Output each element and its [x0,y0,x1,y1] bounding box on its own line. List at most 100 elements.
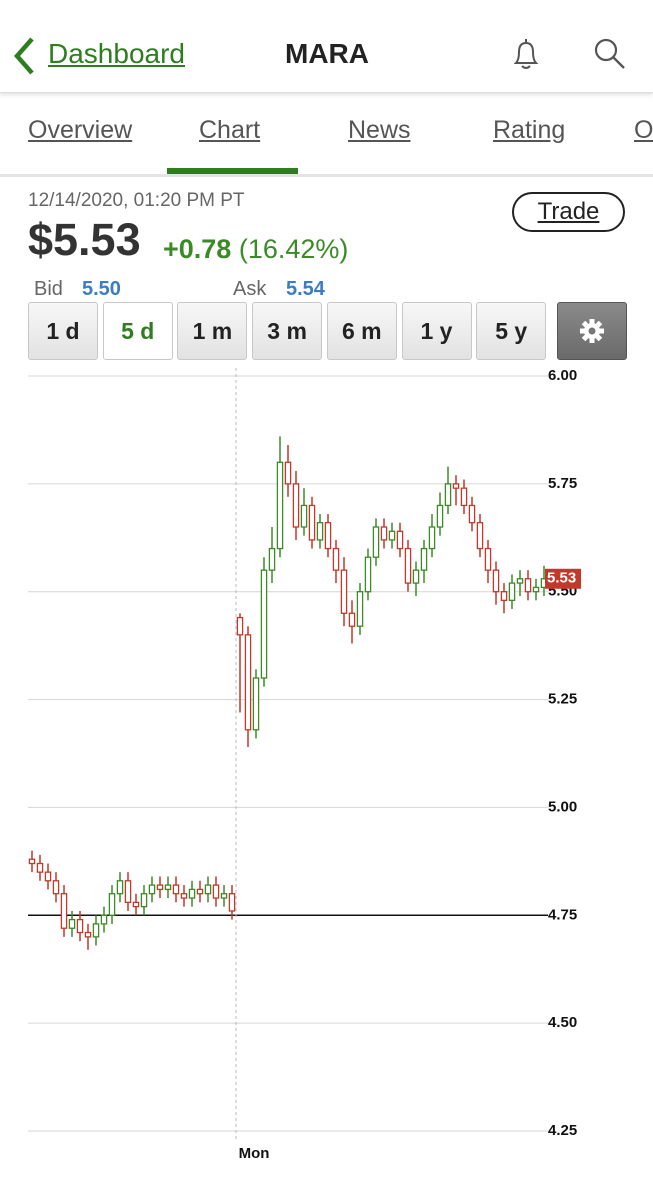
candle-body [188,888,196,899]
candle-body [220,893,228,899]
candle-body [508,582,516,601]
candle-body [492,569,500,593]
candle-body [356,591,364,627]
y-tick-label: 5.75 [548,475,577,492]
candle-body [132,901,140,908]
candle-body [388,530,396,541]
change-percent: (16.42%) [238,234,349,264]
y-tick-label: 5.25 [548,691,577,708]
timestamp: 12/14/2020, 01:20 PM PT [28,190,245,211]
range-button[interactable]: 1 d [28,302,98,360]
candle-body [260,569,268,679]
candle-body [524,578,532,593]
candle-body [108,893,116,916]
candle-body [532,586,540,593]
candle-body [60,893,68,929]
candle-body [268,547,276,571]
price: $5.53 [28,214,141,265]
candle-body [252,677,260,731]
range-button[interactable]: 6 m [326,302,397,360]
candle-body [212,884,220,899]
candle-body [92,923,100,938]
candle-body [228,893,236,912]
active-tab-indicator [167,168,298,174]
candle-body [396,530,404,550]
candle-body [52,880,60,895]
tab[interactable]: Chart [199,116,261,144]
candle-body [284,461,292,485]
candle-body [340,569,348,614]
candle-body [148,884,156,895]
candle-body [428,526,436,550]
candle-body [460,487,468,507]
candle-body [84,931,92,938]
trade-button[interactable]: Trade [512,192,625,232]
change-value: +0.78 [163,234,232,264]
candle-body [516,578,524,584]
candle-body [332,547,340,571]
last-price-box [545,568,581,589]
candle-body [196,888,204,895]
tab[interactable]: O [634,116,653,144]
candle-body [68,918,76,929]
candle-body [100,914,108,925]
candle-body [204,884,212,895]
back-link[interactable]: Dashboard [48,38,185,69]
candle-body [412,569,420,584]
tab[interactable]: News [348,116,411,144]
back-icon[interactable] [12,36,38,76]
symbol-title: MARA [285,38,369,69]
candle-body [28,858,36,865]
tab-bar: Overview Chart News Rating O [0,94,653,177]
bell-icon[interactable] [508,36,544,72]
candle-body [316,522,324,541]
search-icon[interactable] [592,36,628,72]
candle-body [244,634,252,731]
range-button[interactable]: 5 d [102,302,173,360]
bid-value: 5.50 [82,278,121,300]
change: +0.78 (16.42%) [163,234,348,265]
candle-body [156,884,164,891]
gear-icon [580,319,604,343]
y-tick-label: 6.00 [548,367,577,384]
ask-label: Ask [233,278,267,300]
candle-body [236,616,244,636]
candle-body [116,880,124,895]
header: Dashboard MARA [0,0,653,93]
candle-body [420,547,428,571]
tab[interactable]: Rating [493,116,566,144]
candle-body [364,556,372,593]
candle-body [44,871,52,882]
candle-body [36,862,44,873]
candle-body [476,522,484,550]
candle-body [292,483,300,528]
candle-body [172,884,180,895]
candle-body [484,547,492,571]
range-button[interactable]: 1 y [401,302,472,360]
candle-body [180,893,188,899]
candle-body [500,591,508,601]
y-tick-label: 4.25 [548,1122,577,1139]
candle-body [436,504,444,528]
candle-body [76,918,84,934]
candle-body [380,526,388,541]
range-button[interactable]: 1 m [177,302,248,360]
candle-body [348,612,356,627]
last-price-label: 5.53 [547,570,576,587]
tab[interactable]: Overview [28,116,133,144]
candle-body [444,483,452,507]
candle-body [140,893,148,908]
candle-body [468,504,476,524]
candle-body [164,884,172,891]
bid-label: Bid [34,278,63,300]
y-tick-label: 4.75 [548,906,577,923]
range-button[interactable]: 5 y [476,302,547,360]
candle-body [124,880,132,903]
settings-button[interactable] [557,302,627,360]
range-button[interactable]: 3 m [252,302,323,360]
y-tick-label: 4.50 [548,1014,577,1031]
candle-body [276,461,284,550]
ask-value: 5.54 [286,278,325,300]
